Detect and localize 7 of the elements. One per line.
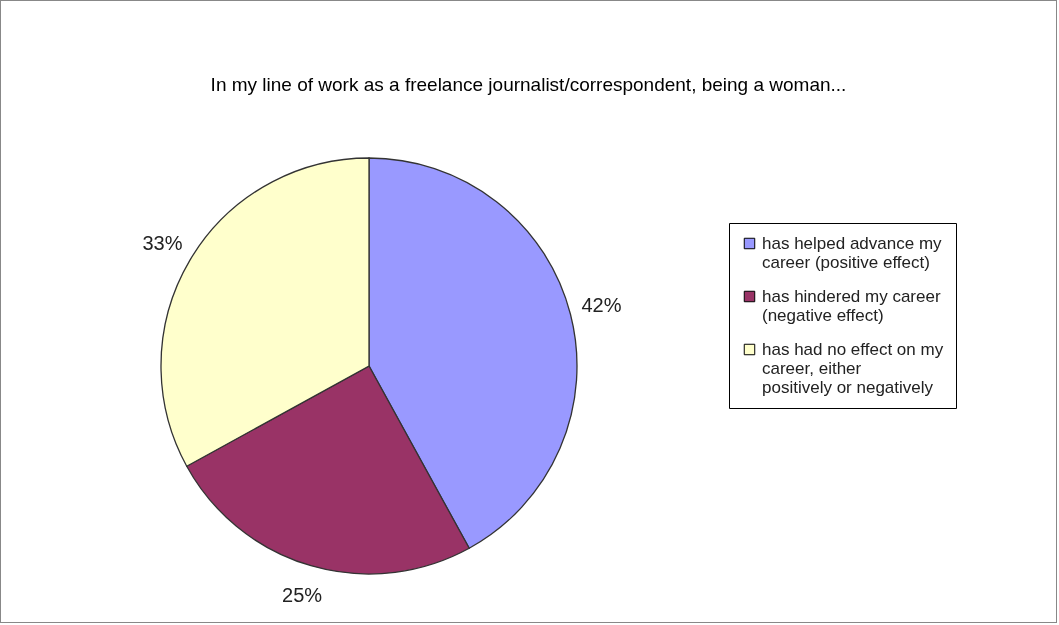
legend-label: has had no effect on my career, either positively or negatively	[762, 339, 944, 397]
legend-label: has helped advance my career (positive effect)	[762, 233, 943, 272]
data-label: 33%	[142, 231, 183, 254]
chart-title: In my line of work as a freelance journalist/correspondent, being a woman...	[210, 74, 847, 95]
data-label: 25%	[282, 584, 323, 607]
legend-label: has hindered my career (negative effect)	[762, 286, 941, 325]
data-label: 42%	[581, 294, 622, 317]
